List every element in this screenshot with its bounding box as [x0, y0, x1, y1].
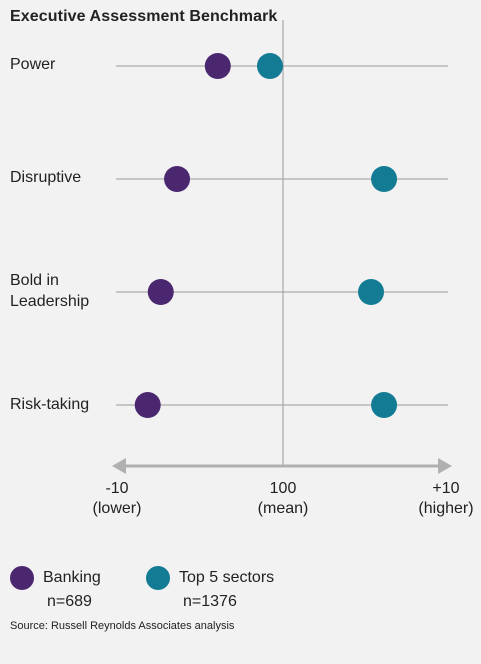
- x-tick-label: 100: [269, 480, 297, 497]
- x-tick-sublabel: (higher): [418, 500, 474, 517]
- benchmark-chart: [112, 20, 452, 474]
- x-axis-left-arrowhead: [112, 458, 126, 474]
- data-point-top5: [371, 166, 398, 192]
- data-point-top5: [358, 279, 385, 305]
- legend-swatch-top5: [146, 566, 170, 590]
- data-point-banking: [204, 53, 231, 79]
- x-tick-label: -10: [105, 480, 129, 497]
- chart-title: Executive Assessment Benchmark: [10, 8, 278, 25]
- x-tick-sublabel: (lower): [92, 500, 142, 517]
- category-label: Power: [10, 56, 56, 73]
- category-label: Risk-taking: [10, 396, 90, 413]
- data-point-top5: [371, 392, 398, 418]
- legend-label-top5: Top 5 sectors: [179, 569, 275, 586]
- legend: Banking n=689 Top 5 sectors n=1376: [10, 566, 470, 616]
- data-point-banking: [134, 392, 161, 418]
- source-note: Source: Russell Reynolds Associates anal…: [10, 620, 235, 632]
- category-label: Disruptive: [10, 169, 82, 186]
- legend-label-banking: Banking: [43, 569, 101, 586]
- legend-n-banking: n=689: [47, 593, 92, 610]
- data-point-banking: [164, 166, 191, 192]
- legend-n-top5: n=1376: [183, 593, 237, 610]
- x-tick-label: +10: [432, 480, 460, 497]
- legend-swatch-banking: [10, 566, 34, 590]
- x-tick-sublabel: (mean): [257, 500, 309, 517]
- data-point-banking: [147, 279, 174, 305]
- category-label: Bold in Leadership: [10, 272, 90, 310]
- data-point-top5: [256, 53, 283, 79]
- x-axis-right-arrowhead: [438, 458, 452, 474]
